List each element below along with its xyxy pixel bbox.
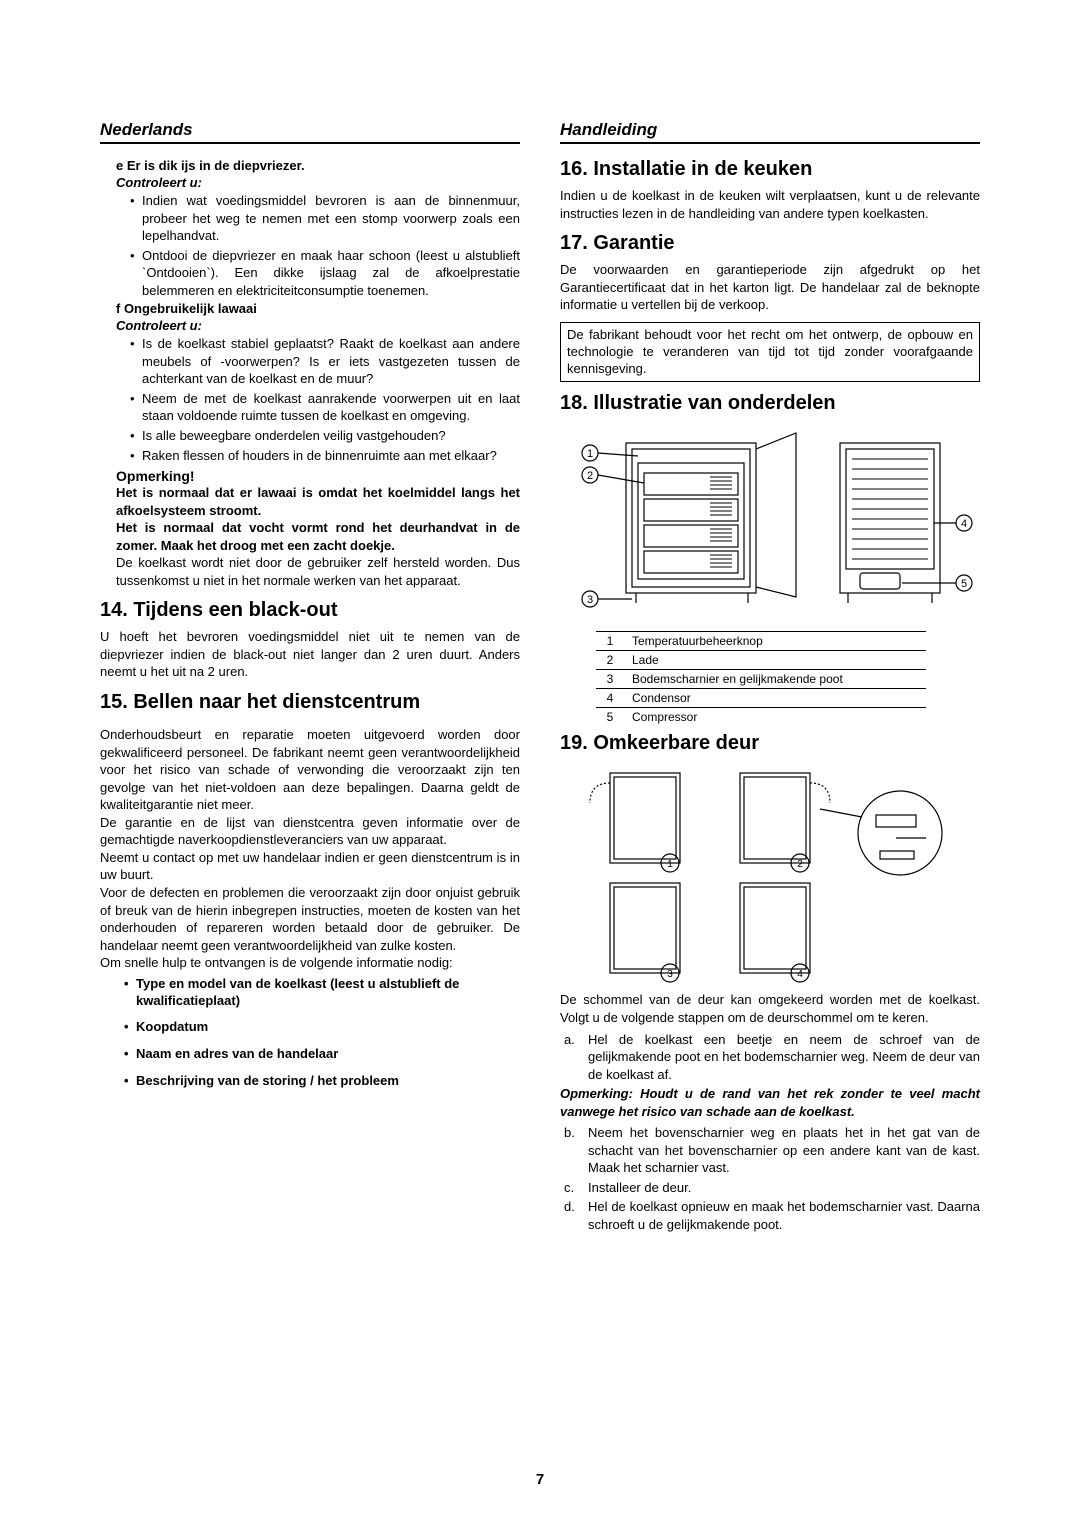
step-c: c.Installeer de deur.: [560, 1179, 980, 1197]
svg-text:3: 3: [667, 969, 673, 980]
item-e-check: Controleert u:: [116, 175, 520, 190]
item-f-check: Controleert u:: [116, 318, 520, 333]
section-14-heading: 14. Tijdens een black-out: [100, 599, 520, 622]
note-title: Opmerking!: [116, 468, 520, 484]
svg-text:3: 3: [587, 594, 593, 606]
section-17-heading: 17. Garantie: [560, 232, 980, 255]
note-body: De koelkast wordt niet door de gebruiker…: [116, 554, 520, 589]
info-item: Naam en adres van de handelaar: [124, 1046, 520, 1063]
item-e-title: e Er is dik ijs in de diepvriezer.: [116, 158, 520, 173]
step-a: a.Hel de koelkast een beetje en neem de …: [560, 1031, 980, 1084]
section-15-p4: Voor de defecten en problemen die veroor…: [100, 884, 520, 954]
section-19-steps: a.Hel de koelkast een beetje en neem de …: [560, 1031, 980, 1084]
header-left: Nederlands: [100, 120, 520, 144]
parts-illustration: 1 2 3 4 5: [560, 423, 980, 623]
step-b: b.Neem het bovenscharnier weg en plaats …: [560, 1124, 980, 1177]
bullet: Indien wat voedingsmiddel bevroren is aa…: [130, 192, 520, 245]
section-17-body: De voorwaarden en garantieperiode zijn a…: [560, 261, 980, 314]
item-f-title: f Ongebruikelijk lawaai: [116, 301, 520, 316]
svg-text:2: 2: [797, 859, 803, 870]
section-14-body: U hoeft het bevroren voedingsmiddel niet…: [100, 628, 520, 681]
svg-text:4: 4: [961, 518, 967, 530]
section-17-box: De fabrikant behoudt voor het recht om h…: [560, 322, 980, 383]
section-16-body: Indien u de koelkast in de keuken wilt v…: [560, 187, 980, 222]
left-column: Nederlands e Er is dik ijs in de diepvri…: [100, 120, 520, 1236]
svg-text:4: 4: [797, 969, 803, 980]
item-f-bullets: Is de koelkast stabiel geplaatst? Raakt …: [130, 335, 520, 464]
section-19-steps-cont: b.Neem het bovenscharnier weg en plaats …: [560, 1124, 980, 1233]
table-row: 1Temperatuurbeheerknop: [596, 632, 926, 651]
right-column: Handleiding 16. Installatie in de keuken…: [560, 120, 980, 1236]
section-15-p1: Onderhoudsbeurt en reparatie moeten uitg…: [100, 726, 520, 814]
svg-text:5: 5: [961, 578, 967, 590]
page-number: 7: [0, 1471, 1080, 1488]
section-19-heading: 19. Omkeerbare deur: [560, 732, 980, 755]
parts-table: 1Temperatuurbeheerknop 2Lade 3Bodemschar…: [596, 631, 926, 726]
section-19-body: De schommel van de deur kan omgekeerd wo…: [560, 991, 980, 1026]
item-e-bullets: Indien wat voedingsmiddel bevroren is aa…: [130, 192, 520, 299]
section-16-heading: 16. Installatie in de keuken: [560, 158, 980, 181]
door-reversal-illustration: 1 2 3 4: [560, 763, 980, 983]
svg-text:1: 1: [667, 859, 673, 870]
section-19-note: Opmerking: Houdt u de rand van het rek z…: [560, 1085, 980, 1120]
bullet: Neem de met de koelkast aanrakende voorw…: [130, 390, 520, 425]
section-15-heading: 15. Bellen naar het dienstcentrum: [100, 691, 520, 714]
bullet: Is alle beweegbare onderdelen veilig vas…: [130, 427, 520, 445]
section-15-p5: Om snelle hulp te ontvangen is de volgen…: [100, 954, 520, 972]
header-right-label: Handleiding: [560, 120, 657, 140]
bullet: Is de koelkast stabiel geplaatst? Raakt …: [130, 335, 520, 388]
section-15-p3: Neemt u contact op met uw handelaar indi…: [100, 849, 520, 884]
note-bold-1: Het is normaal dat er lawaai is omdat he…: [116, 484, 520, 519]
bullet: Raken flessen of houders in de binnenrui…: [130, 447, 520, 465]
section-18-heading: 18. Illustratie van onderdelen: [560, 392, 980, 415]
info-item: Beschrijving van de storing / het proble…: [124, 1073, 520, 1090]
header-right: Handleiding: [560, 120, 980, 144]
info-item: Type en model van de koelkast (leest u a…: [124, 976, 520, 1010]
section-15-p2: De garantie en de lijst van dienstcentra…: [100, 814, 520, 849]
step-d: d.Hel de koelkast opnieuw en maak het bo…: [560, 1198, 980, 1233]
section-15-info-list: Type en model van de koelkast (leest u a…: [124, 976, 520, 1090]
table-row: 3Bodemscharnier en gelijkmakende poot: [596, 670, 926, 689]
table-row: 5Compressor: [596, 708, 926, 727]
header-left-label: Nederlands: [100, 120, 193, 140]
info-item: Koopdatum: [124, 1019, 520, 1036]
table-row: 4Condensor: [596, 689, 926, 708]
table-row: 2Lade: [596, 651, 926, 670]
bullet: Ontdooi de diepvriezer en maak haar scho…: [130, 247, 520, 300]
svg-text:1: 1: [587, 448, 593, 460]
svg-text:2: 2: [587, 470, 593, 482]
note-bold-2: Het is normaal dat vocht vormt rond het …: [116, 519, 520, 554]
